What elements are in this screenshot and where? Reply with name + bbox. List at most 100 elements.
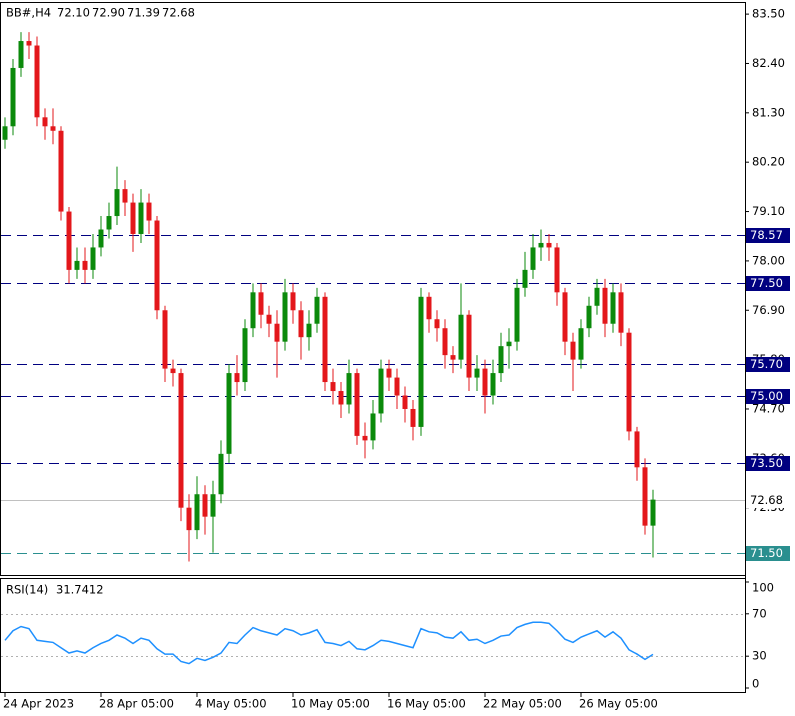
level-label-box [746,456,790,471]
candle-body [346,373,352,405]
candle-body [298,310,304,338]
current-price-box [746,493,790,508]
level-label-box [746,546,790,561]
candle-body [42,117,48,127]
rsi-y-tick-label: 0 [752,677,759,691]
level-label: 73.50 [750,456,783,470]
candle-body [458,314,464,360]
candle-body [466,314,472,378]
candle-body [610,292,616,324]
candle-body [306,323,312,338]
candle-body [194,494,200,531]
rsi-y-tick-label: 30 [752,649,767,663]
candle-body [642,467,648,526]
level-label: 71.50 [750,546,783,560]
candle-body [266,314,272,324]
candle-body [546,242,552,248]
candle-body [226,373,232,454]
candle-body [282,292,288,342]
x-tick-label: 24 Apr 2023 [3,697,74,711]
candle-body [82,260,88,270]
candle-body [362,435,368,441]
candle-body [618,292,624,333]
candle-body [442,328,448,356]
candle-body [426,296,432,320]
candle-body [506,341,512,347]
header-symbol: BB#,H4 [6,6,51,20]
candle-body [330,382,336,392]
level-label: 75.00 [750,389,783,403]
y-tick-label: 79.10 [752,204,785,218]
level-label-box [746,228,790,243]
candle-body [570,341,576,360]
x-tick-label: 16 May 05:00 [387,697,466,711]
level-label-box [746,276,790,291]
candle-body [18,41,24,68]
header-open: 72.10 [57,6,90,20]
candle-body [370,413,376,441]
candle-body [402,395,408,409]
rsi-y-tick-label: 100 [752,581,774,595]
candle-body [50,126,56,131]
y-tick-label: 78.00 [752,253,785,267]
y-tick-label: 82.40 [752,56,785,70]
candle-body [242,328,248,383]
candle-body [66,211,72,270]
candle-body [26,41,32,46]
y-tick-label: 81.30 [752,105,785,119]
candle-body [258,292,264,315]
candle-body [338,391,344,405]
candle-body [354,373,360,436]
candle-body [578,328,584,360]
x-tick-label: 22 May 05:00 [483,697,562,711]
y-tick-label: 76.90 [752,303,785,317]
candle-body [394,377,400,396]
candle-body [450,355,456,360]
candle-body [114,189,120,217]
level-label: 77.50 [750,276,783,290]
candle-body [234,373,240,383]
candle-body [250,292,256,329]
y-tick-label: 80.20 [752,155,785,169]
candle-body [34,45,40,118]
x-tick-label: 10 May 05:00 [291,697,370,711]
candle-body [98,229,104,248]
candle-body [474,368,480,378]
level-label-box [746,357,790,372]
candle-body [2,126,8,140]
candle-body [554,247,560,293]
candle-body [530,247,536,270]
candle-body [74,260,80,270]
candle-body [58,130,64,212]
current-price-label: 72.68 [750,493,783,507]
candle-body [386,368,392,378]
candle-body [650,499,656,526]
candle-body [322,296,328,383]
candle-body [378,368,384,414]
header-close: 72.68 [162,6,195,20]
rsi-name: RSI(14) [6,583,48,597]
x-tick-label: 26 May 05:00 [579,697,658,711]
header-low: 71.39 [127,6,160,20]
x-tick-label: 4 May 05:00 [195,697,267,711]
y-tick-label: 83.50 [752,7,785,21]
candle-body [274,323,280,342]
rsi-panel-border [0,578,746,693]
candle-body [122,189,128,203]
candle-body [314,296,320,324]
candle-body [170,368,176,374]
candle-body [130,202,136,234]
candle-body [634,431,640,468]
candle-body [594,287,600,306]
candle-body [418,296,424,427]
candle-body [146,202,152,221]
candle-body [538,242,544,248]
candle-body [586,305,592,329]
level-label: 75.70 [750,357,783,371]
rsi-current: 31.7412 [56,583,104,597]
candle-body [562,292,568,342]
candle-body [210,494,216,517]
candle-body [602,287,608,324]
candle-body [522,269,528,288]
